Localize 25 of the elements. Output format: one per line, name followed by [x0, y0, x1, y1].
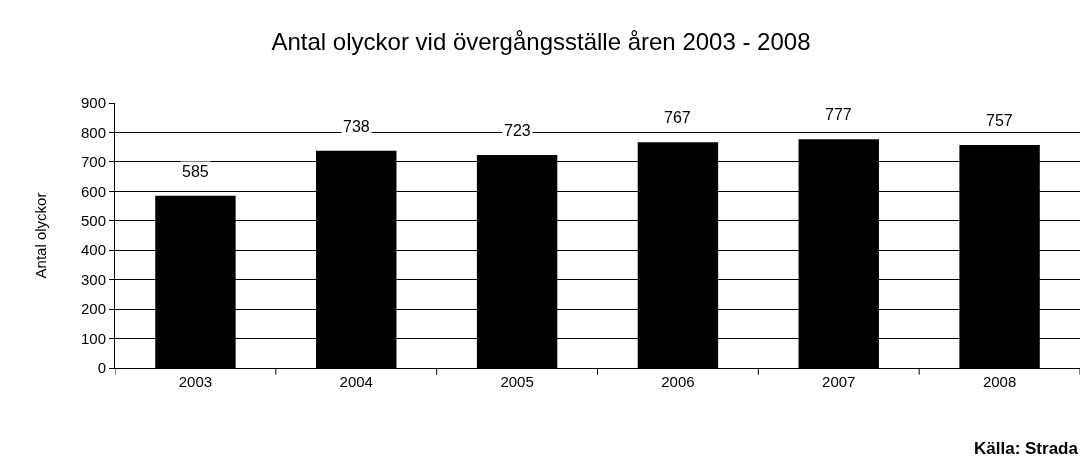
x-tick-label: 2004: [339, 373, 373, 390]
text: Källa: Strada: [974, 439, 1079, 458]
y-tick-label: 400: [80, 241, 106, 259]
x-tick-label: 2003: [178, 373, 213, 390]
chart-title: Antal olyckor vid övergångsställe åren 2003 - 2008: [271, 27, 811, 55]
y-axis-title: Antal olyckor: [32, 192, 50, 279]
y-tick-label: 900: [80, 94, 106, 112]
y-tick-label: 0: [97, 359, 106, 377]
y-tick-label: 700: [80, 153, 106, 171]
data-label: 723: [504, 122, 531, 139]
data-label: 585: [182, 163, 209, 180]
x-tick-label: 2005: [500, 373, 534, 390]
y-tick-label: 300: [80, 270, 106, 288]
x-tick-label: 2006: [661, 373, 695, 390]
x-tick-label: 2007: [822, 373, 856, 390]
y-tick-label: 500: [80, 212, 106, 230]
y-tick-label: 100: [80, 329, 106, 347]
data-label: 738: [343, 118, 370, 135]
y-tick-label: 200: [80, 300, 106, 318]
data-label: 777: [825, 106, 852, 123]
y-tick-label: 600: [80, 182, 106, 200]
data-label: 757: [986, 112, 1013, 129]
y-tick-label: 800: [80, 123, 106, 141]
data-label: 767: [664, 109, 691, 126]
x-tick-label: 2008: [982, 373, 1017, 390]
